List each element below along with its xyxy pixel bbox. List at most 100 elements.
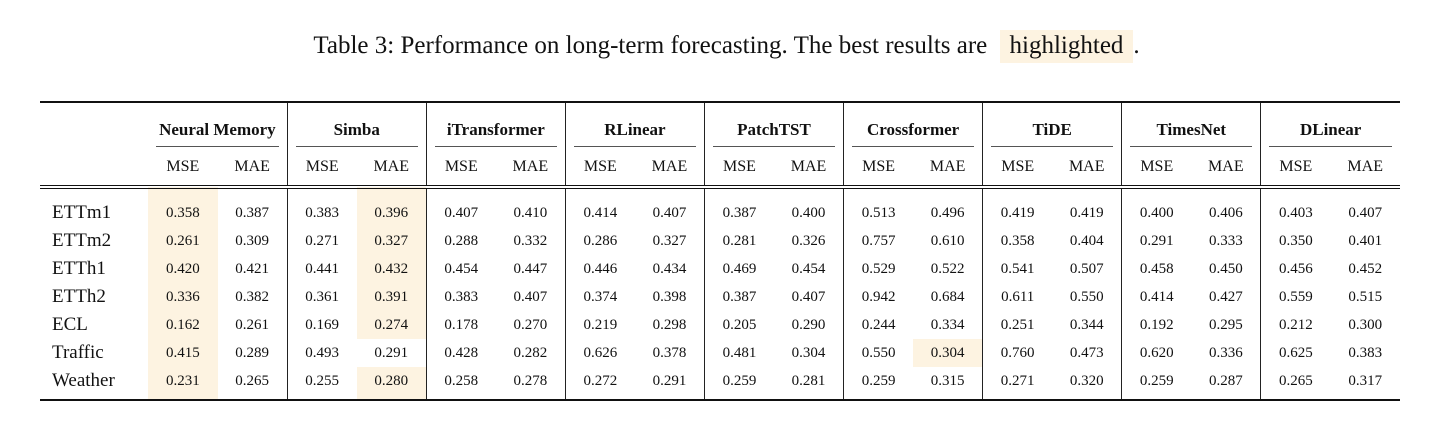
value-cell: 0.300 [1348, 316, 1383, 333]
value-cell: 0.446 [564, 255, 635, 283]
value-cell: 0.304 [913, 339, 983, 367]
value-cell: 0.626 [564, 339, 635, 367]
value-cell: 0.515 [1348, 288, 1383, 305]
value-cell: 0.529 [843, 255, 914, 283]
value-cell: 0.320 [1069, 372, 1104, 389]
dataset-label: Weather [52, 370, 115, 391]
value-cell: 0.374 [564, 283, 635, 311]
value-cell: 0.456 [1260, 255, 1331, 283]
value-cell: 0.270 [513, 316, 548, 333]
value-cell: 0.244 [843, 311, 914, 339]
model-header-tide: TiDE [982, 102, 1122, 149]
model-header-neural-memory: Neural Memory [148, 102, 287, 149]
metric-header-mse: MSE [843, 149, 914, 189]
value-cell: 0.282 [513, 344, 548, 361]
value-cell: 0.333 [1208, 232, 1243, 249]
value-cell: 0.559 [1260, 283, 1331, 311]
metric-header-mse: MSE [425, 149, 496, 189]
value-cell: 0.327 [652, 232, 687, 249]
value-cell: 0.326 [791, 232, 826, 249]
model-name: iTransformer [434, 120, 557, 147]
value-cell: 0.454 [425, 255, 496, 283]
table-row: ETTh1 0.420 0.421 0.441 0.432 0.454 0.447 0.446… [40, 255, 1400, 283]
metric-header-mae: MAE [495, 149, 566, 189]
value-cell: 0.414 [1121, 283, 1192, 311]
value-cell: 0.454 [791, 260, 826, 277]
value-cell: 0.391 [356, 283, 427, 311]
results-body: ETTm1 0.358 0.387 0.383 0.396 0.407 0.410 0.414… [40, 187, 1400, 400]
value-cell: 0.336 [148, 283, 218, 311]
value-cell: 0.398 [652, 288, 687, 305]
value-cell: 0.212 [1260, 311, 1331, 339]
model-header-crossformer: Crossformer [843, 102, 983, 149]
model-header-rlinear: RLinear [564, 102, 705, 149]
value-cell: 0.358 [148, 187, 218, 227]
value-cell: 0.259 [703, 367, 775, 400]
value-cell: 0.281 [703, 227, 775, 255]
value-cell: 0.271 [982, 367, 1053, 400]
value-cell: 0.259 [1121, 367, 1192, 400]
metric-header-mae: MAE [356, 149, 427, 189]
value-cell: 0.419 [982, 187, 1053, 227]
value-cell: 0.350 [1260, 227, 1331, 255]
value-cell: 0.219 [564, 311, 635, 339]
value-cell: 0.620 [1121, 339, 1192, 367]
value-cell: 0.383 [286, 187, 357, 227]
value-cell: 0.192 [1121, 311, 1192, 339]
table-row: ETTm1 0.358 0.387 0.383 0.396 0.407 0.410 0.414… [40, 187, 1400, 227]
value-cell: 0.358 [982, 227, 1053, 255]
model-name: Simba [295, 120, 418, 147]
value-cell: 0.407 [652, 204, 687, 221]
model-name: Neural Memory [156, 120, 279, 147]
value-cell: 0.522 [930, 260, 965, 277]
value-cell: 0.291 [652, 372, 687, 389]
value-cell: 0.507 [1069, 260, 1104, 277]
value-cell: 0.496 [930, 204, 965, 221]
value-cell: 0.265 [1260, 367, 1331, 400]
value-cell: 0.493 [286, 339, 357, 367]
model-header-simba: Simba [286, 102, 427, 149]
dataset-label: Traffic [52, 342, 104, 363]
value-cell: 0.410 [513, 204, 548, 221]
value-cell: 0.382 [235, 288, 269, 305]
value-cell: 0.407 [513, 288, 548, 305]
value-cell: 0.414 [564, 187, 635, 227]
value-cell: 0.434 [652, 260, 687, 277]
value-cell: 0.541 [982, 255, 1053, 283]
metric-header-mae: MAE [1052, 149, 1122, 189]
results-table: Neural Memory Simba iTransformer RLinear Pat… [40, 101, 1400, 401]
metric-header-mse: MSE [286, 149, 357, 189]
value-cell: 0.291 [1121, 227, 1192, 255]
model-name: DLinear [1269, 120, 1392, 147]
caption-highlight-sample: highlighted [999, 30, 1134, 63]
dataset-label: ETTh2 [52, 286, 106, 307]
value-cell: 0.550 [1069, 288, 1104, 305]
metric-header-mse: MSE [703, 149, 775, 189]
model-header-row: Neural Memory Simba iTransformer RLinear Pat… [40, 102, 1400, 189]
value-cell: 0.178 [425, 311, 496, 339]
value-cell: 0.383 [1348, 344, 1383, 361]
value-cell: 0.403 [1260, 187, 1331, 227]
value-cell: 0.261 [235, 316, 269, 333]
metric-header-mse: MSE [148, 149, 218, 189]
value-cell: 0.757 [843, 227, 914, 255]
value-cell: 0.327 [356, 227, 427, 255]
value-cell: 0.272 [564, 367, 635, 400]
dataset-label: ETTm1 [52, 202, 112, 223]
model-name: PatchTST [712, 120, 836, 147]
value-cell: 0.287 [1208, 372, 1243, 389]
value-cell: 0.407 [425, 187, 496, 227]
model-header-patchtst: PatchTST [703, 102, 844, 149]
model-name: TiDE [991, 120, 1114, 147]
metric-header-mae: MAE [217, 149, 288, 189]
value-cell: 0.625 [1260, 339, 1331, 367]
value-cell: 0.336 [1208, 344, 1243, 361]
value-cell: 0.291 [374, 344, 409, 361]
value-cell: 0.289 [235, 344, 269, 361]
value-cell: 0.231 [148, 367, 218, 400]
value-cell: 0.481 [703, 339, 775, 367]
value-cell: 0.550 [843, 339, 914, 367]
value-cell: 0.309 [235, 232, 269, 249]
value-cell: 0.286 [564, 227, 635, 255]
corner-cell [40, 102, 149, 189]
